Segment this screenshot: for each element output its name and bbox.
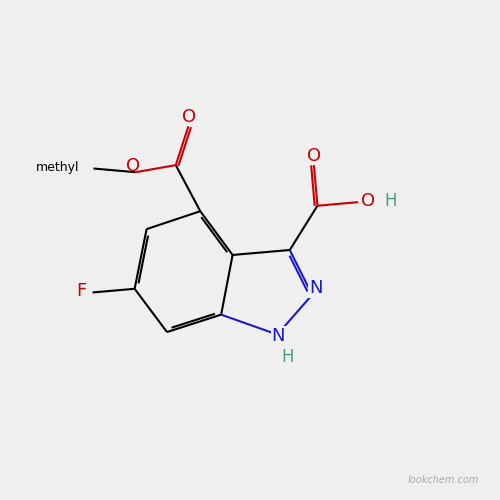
Text: O: O [182, 108, 196, 126]
Text: O: O [361, 192, 375, 210]
Text: methyl: methyl [36, 161, 80, 174]
Text: N: N [272, 326, 285, 344]
Text: F: F [76, 282, 86, 300]
Text: H: H [281, 348, 293, 366]
Text: O: O [307, 147, 321, 165]
Text: N: N [309, 279, 322, 297]
Text: O: O [126, 157, 140, 175]
Text: lookchem.com: lookchem.com [408, 474, 478, 484]
Text: H: H [384, 192, 396, 210]
